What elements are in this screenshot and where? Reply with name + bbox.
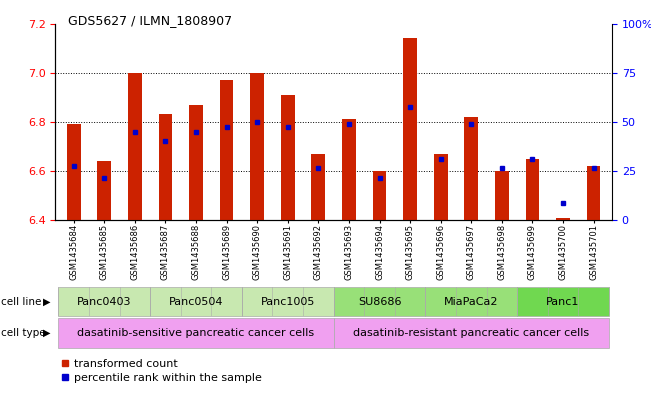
- Bar: [189, 105, 203, 220]
- Bar: [242, 287, 333, 316]
- Text: dasatinib-sensitive pancreatic cancer cells: dasatinib-sensitive pancreatic cancer ce…: [77, 328, 314, 338]
- Bar: [67, 124, 81, 220]
- Bar: [159, 114, 173, 220]
- Text: cell line: cell line: [1, 297, 42, 307]
- Bar: [464, 117, 478, 220]
- Text: GDS5627 / ILMN_1808907: GDS5627 / ILMN_1808907: [68, 14, 232, 27]
- Text: Panc0403: Panc0403: [77, 297, 132, 307]
- Bar: [98, 161, 111, 220]
- Text: ▶: ▶: [43, 297, 51, 307]
- Bar: [333, 287, 425, 316]
- Bar: [220, 80, 234, 220]
- Bar: [372, 171, 387, 220]
- Text: SU8686: SU8686: [358, 297, 401, 307]
- Text: dasatinib-resistant pancreatic cancer cells: dasatinib-resistant pancreatic cancer ce…: [353, 328, 589, 338]
- Bar: [281, 95, 295, 220]
- Text: ▶: ▶: [43, 328, 51, 338]
- Bar: [495, 171, 508, 220]
- Bar: [333, 318, 609, 348]
- Bar: [342, 119, 356, 220]
- Text: Panc0504: Panc0504: [169, 297, 223, 307]
- Bar: [311, 154, 326, 220]
- Text: Panc1005: Panc1005: [260, 297, 315, 307]
- Legend: transformed count, percentile rank within the sample: transformed count, percentile rank withi…: [61, 359, 262, 383]
- Bar: [59, 318, 333, 348]
- Text: Panc1: Panc1: [546, 297, 579, 307]
- Bar: [250, 73, 264, 220]
- Bar: [403, 39, 417, 220]
- Bar: [434, 154, 447, 220]
- Bar: [525, 159, 539, 220]
- Bar: [587, 166, 600, 220]
- Text: cell type: cell type: [1, 328, 46, 338]
- Bar: [425, 287, 517, 316]
- Bar: [556, 218, 570, 220]
- Bar: [128, 73, 142, 220]
- Bar: [517, 287, 609, 316]
- Bar: [59, 287, 150, 316]
- Text: MiaPaCa2: MiaPaCa2: [444, 297, 499, 307]
- Bar: [150, 287, 242, 316]
